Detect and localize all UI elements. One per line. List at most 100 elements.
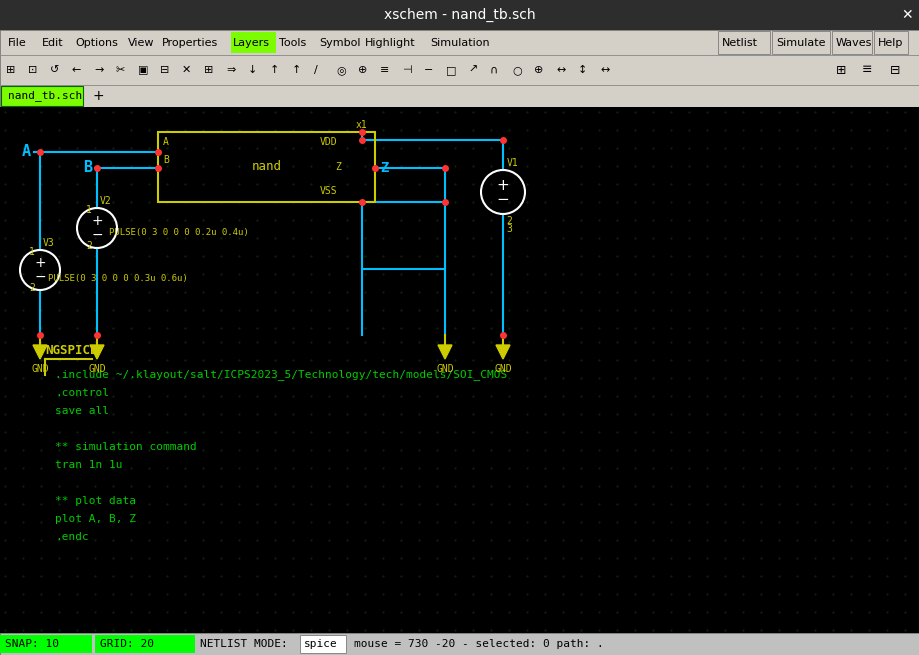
Text: ∩: ∩: [490, 65, 497, 75]
Text: A: A: [163, 137, 169, 147]
Text: 1: 1: [86, 205, 92, 215]
Text: ◎: ◎: [335, 65, 346, 75]
Bar: [771, 31, 829, 54]
Text: 2: 2: [505, 216, 511, 226]
Text: File: File: [8, 37, 27, 48]
Text: 1: 1: [29, 247, 35, 257]
Text: Simulate: Simulate: [775, 37, 824, 48]
Text: View: View: [128, 37, 154, 48]
Text: +: +: [93, 89, 105, 103]
Bar: [0, 635, 92, 653]
Text: Tools: Tools: [278, 37, 306, 48]
Bar: [0, 85, 919, 107]
Text: ↔: ↔: [555, 65, 565, 75]
Text: Help: Help: [877, 37, 902, 48]
Text: Simulation: Simulation: [429, 37, 489, 48]
Bar: [0, 107, 919, 337]
Text: ⊣: ⊣: [402, 65, 412, 75]
Text: −: −: [91, 228, 103, 242]
Text: nand: nand: [251, 160, 281, 174]
Text: Layers: Layers: [233, 37, 269, 48]
Text: PULSE(0 3 0 0 0 0.2u 0.4u): PULSE(0 3 0 0 0 0.2u 0.4u): [108, 229, 248, 238]
Bar: [0, 30, 919, 55]
Text: ≡: ≡: [861, 64, 871, 77]
Text: ↑: ↑: [291, 65, 301, 75]
Text: ▣: ▣: [138, 65, 148, 75]
Text: nand_tb.sch: nand_tb.sch: [8, 90, 82, 102]
Text: plot A, B, Z: plot A, B, Z: [55, 514, 136, 524]
Text: mouse = 730 -20 - selected: 0 path: .: mouse = 730 -20 - selected: 0 path: .: [354, 639, 603, 649]
Bar: [95, 635, 195, 653]
Text: V2: V2: [100, 196, 111, 206]
Text: GRID: 20: GRID: 20: [100, 639, 153, 649]
Text: Symbol: Symbol: [319, 37, 360, 48]
Text: tran 1n 1u: tran 1n 1u: [55, 460, 122, 470]
Text: ↗: ↗: [468, 65, 477, 75]
Text: ⊟: ⊟: [160, 65, 169, 75]
Text: ⊕: ⊕: [533, 65, 543, 75]
Text: −: −: [34, 270, 46, 284]
Bar: [831, 31, 871, 54]
Text: +: +: [496, 178, 509, 193]
Text: x1: x1: [355, 120, 367, 130]
Text: GND: GND: [494, 364, 511, 374]
Text: GND: GND: [31, 364, 49, 374]
Text: □: □: [446, 65, 456, 75]
Text: NETLIST MODE:: NETLIST MODE:: [199, 639, 288, 649]
Text: A: A: [22, 145, 31, 160]
Text: ⊡: ⊡: [28, 65, 38, 75]
Text: ✕: ✕: [901, 8, 912, 22]
Text: ↺: ↺: [50, 65, 60, 75]
Text: Waves: Waves: [835, 37, 871, 48]
Text: ○: ○: [512, 65, 521, 75]
Text: Netlist: Netlist: [721, 37, 757, 48]
Text: Edit: Edit: [41, 37, 63, 48]
Text: spice: spice: [303, 639, 337, 649]
Text: .include ~/.klayout/salt/ICPS2023_5/Technology/tech/models/SOI_CMOS: .include ~/.klayout/salt/ICPS2023_5/Tech…: [55, 369, 506, 381]
Text: V1: V1: [506, 158, 518, 168]
Text: Properties: Properties: [162, 37, 218, 48]
Text: save all: save all: [55, 406, 108, 416]
Polygon shape: [495, 345, 509, 359]
Polygon shape: [437, 345, 451, 359]
Text: SNAP: 10: SNAP: 10: [5, 639, 59, 649]
Text: ↕: ↕: [577, 65, 586, 75]
Text: .control: .control: [55, 388, 108, 398]
Text: V3: V3: [43, 238, 55, 248]
Text: 2: 2: [86, 241, 92, 251]
Text: Options: Options: [75, 37, 119, 48]
Text: ⊞: ⊞: [204, 65, 213, 75]
Text: PULSE(0 3 0 0 0 0.3u 0.6u): PULSE(0 3 0 0 0 0.3u 0.6u): [48, 274, 187, 282]
Text: B: B: [83, 160, 92, 176]
Text: ✕: ✕: [182, 65, 191, 75]
Text: ←: ←: [72, 65, 81, 75]
Text: Highlight: Highlight: [365, 37, 415, 48]
Bar: [0, 633, 919, 655]
Text: +: +: [34, 256, 46, 270]
Text: B: B: [163, 155, 169, 165]
Text: GND: GND: [88, 364, 106, 374]
Text: ↑: ↑: [269, 65, 279, 75]
Text: ⊟: ⊟: [889, 64, 900, 77]
Text: ↔: ↔: [599, 65, 608, 75]
Text: ⊞: ⊞: [835, 64, 845, 77]
Bar: [0, 55, 919, 85]
Text: −: −: [496, 191, 509, 206]
Text: →: →: [94, 65, 103, 75]
Text: +: +: [91, 214, 103, 228]
Bar: [231, 32, 276, 53]
Bar: [300, 635, 346, 653]
Text: NGSPICE: NGSPICE: [45, 345, 97, 358]
Bar: [0, 0, 919, 30]
Text: xschem - nand_tb.sch: xschem - nand_tb.sch: [384, 8, 535, 22]
Text: GND: GND: [436, 364, 453, 374]
Text: VDD: VDD: [320, 137, 337, 147]
Text: VSS: VSS: [320, 186, 337, 196]
Text: −: −: [424, 65, 433, 75]
Text: /: /: [313, 65, 317, 75]
Text: ** simulation command: ** simulation command: [55, 442, 197, 452]
Text: ≡: ≡: [380, 65, 389, 75]
Text: 2: 2: [29, 283, 35, 293]
Text: .endc: .endc: [55, 532, 88, 542]
Text: Z: Z: [335, 162, 341, 172]
